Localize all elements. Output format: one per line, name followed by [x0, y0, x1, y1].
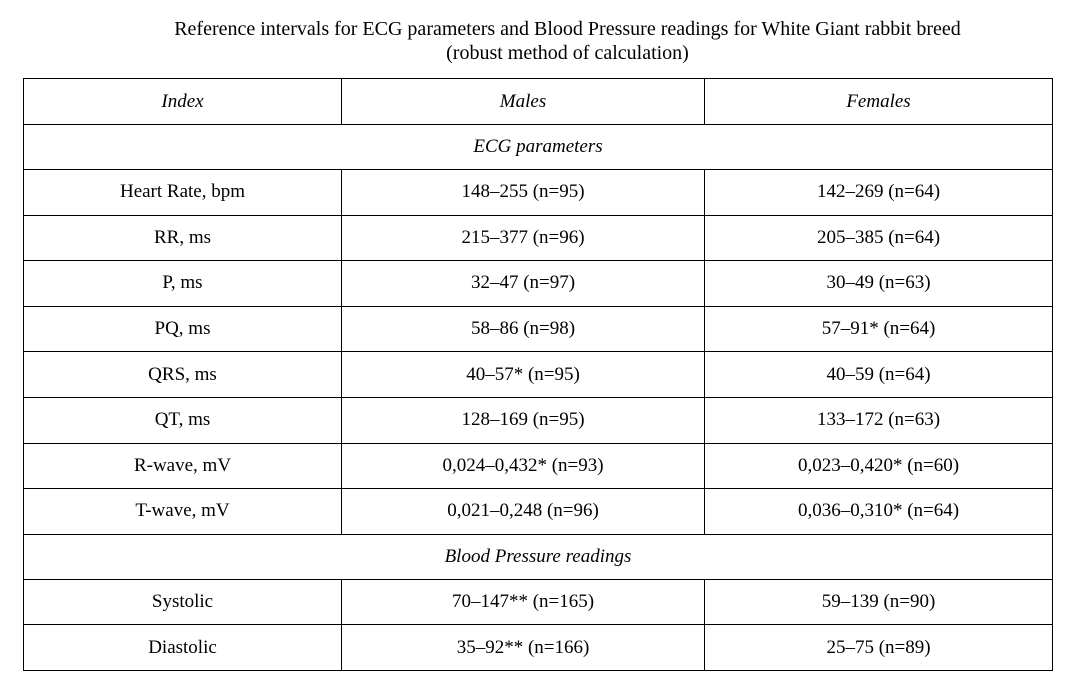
row-males: 215–377 (n=96): [341, 214, 705, 262]
row-males: 58–86 (n=98): [341, 305, 705, 353]
row-females: 133–172 (n=63): [704, 396, 1053, 444]
table-row: Diastolic 35–92** (n=166) 25–75 (n=89): [23, 624, 1053, 671]
row-index: T-wave, mV: [23, 488, 342, 535]
reference-intervals-table: Index Males Females ECG parameters Heart…: [23, 78, 1053, 671]
row-males: 32–47 (n=97): [341, 260, 705, 307]
section-ecg-parameters: ECG parameters: [23, 124, 1053, 170]
row-females: 25–75 (n=89): [704, 624, 1053, 671]
caption-line-2: (robust method of calculation): [446, 42, 689, 64]
row-index: Diastolic: [23, 624, 342, 671]
header-index: Index: [23, 78, 342, 125]
row-index: RR, ms: [23, 214, 342, 262]
row-females: 57–91* (n=64): [704, 305, 1053, 353]
row-females: 205–385 (n=64): [704, 214, 1053, 262]
table-row: Heart Rate, bpm 148–255 (n=95) 142–269 (…: [23, 169, 1053, 216]
row-females: 0,036–0,310* (n=64): [704, 488, 1053, 535]
row-index: PQ, ms: [23, 305, 342, 353]
row-index: R-wave, mV: [23, 442, 342, 490]
row-females: 59–139 (n=90): [704, 578, 1053, 626]
row-females: 142–269 (n=64): [704, 169, 1053, 216]
row-males: 40–57* (n=95): [341, 351, 705, 398]
table-row: R-wave, mV 0,024–0,432* (n=93) 0,023–0,4…: [23, 442, 1053, 490]
row-males: 128–169 (n=95): [341, 396, 705, 444]
section-row: ECG parameters: [23, 124, 1053, 170]
row-males: 70–147** (n=165): [341, 578, 705, 626]
row-males: 0,024–0,432* (n=93): [341, 442, 705, 490]
table-row: QT, ms 128–169 (n=95) 133–172 (n=63): [23, 396, 1053, 444]
table-row: T-wave, mV 0,021–0,248 (n=96) 0,036–0,31…: [23, 488, 1053, 535]
row-index: Systolic: [23, 578, 342, 626]
table-row: PQ, ms 58–86 (n=98) 57–91* (n=64): [23, 305, 1053, 353]
table-row: P, ms 32–47 (n=97) 30–49 (n=63): [23, 260, 1053, 307]
row-males: 35–92** (n=166): [341, 624, 705, 671]
header-row: Index Males Females: [23, 78, 1053, 125]
row-index: QT, ms: [23, 396, 342, 444]
table-row: QRS, ms 40–57* (n=95) 40–59 (n=64): [23, 351, 1053, 398]
section-blood-pressure-readings: Blood Pressure readings: [23, 533, 1053, 580]
row-females: 40–59 (n=64): [704, 351, 1053, 398]
row-females: 0,023–0,420* (n=60): [704, 442, 1053, 490]
header-females: Females: [704, 78, 1053, 125]
header-males: Males: [341, 78, 705, 125]
row-index: QRS, ms: [23, 351, 342, 398]
table-caption: Reference intervals for ECG parameters a…: [60, 17, 1075, 65]
table-row: RR, ms 215–377 (n=96) 205–385 (n=64): [23, 214, 1053, 262]
caption-line-1: Reference intervals for ECG parameters a…: [174, 18, 961, 40]
row-females: 30–49 (n=63): [704, 260, 1053, 307]
row-index: P, ms: [23, 260, 342, 307]
row-males: 0,021–0,248 (n=96): [341, 488, 705, 535]
row-males: 148–255 (n=95): [341, 169, 705, 216]
table-row: Systolic 70–147** (n=165) 59–139 (n=90): [23, 578, 1053, 626]
section-row: Blood Pressure readings: [23, 533, 1053, 580]
row-index: Heart Rate, bpm: [23, 169, 342, 216]
